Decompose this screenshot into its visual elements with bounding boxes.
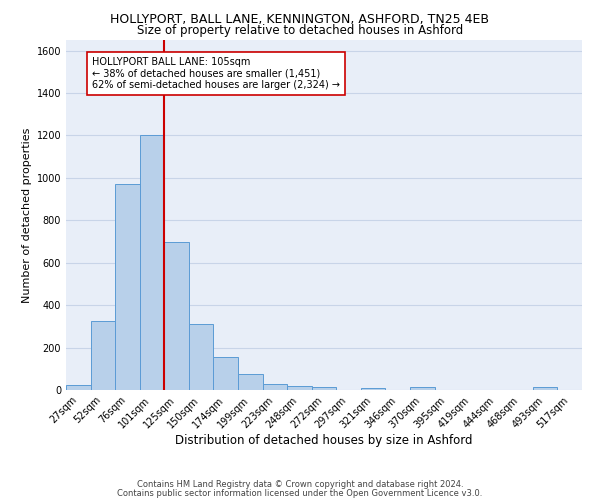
Text: HOLLYPORT, BALL LANE, KENNINGTON, ASHFORD, TN25 4EB: HOLLYPORT, BALL LANE, KENNINGTON, ASHFOR… (110, 12, 490, 26)
Text: HOLLYPORT BALL LANE: 105sqm
← 38% of detached houses are smaller (1,451)
62% of : HOLLYPORT BALL LANE: 105sqm ← 38% of det… (92, 57, 340, 90)
Bar (66, 384, 91, 390)
Text: Contains HM Land Registry data © Crown copyright and database right 2024.: Contains HM Land Registry data © Crown c… (137, 480, 463, 489)
Bar (238, 374, 263, 390)
Bar (214, 357, 238, 390)
Bar (115, 184, 140, 390)
Bar (189, 324, 214, 390)
Bar (361, 388, 385, 390)
X-axis label: Distribution of detached houses by size in Ashford: Distribution of detached houses by size … (175, 434, 473, 447)
Bar (287, 386, 312, 390)
Text: Contains public sector information licensed under the Open Government Licence v3: Contains public sector information licen… (118, 488, 482, 498)
Bar (164, 242, 189, 390)
Bar (410, 387, 434, 390)
Bar (91, 321, 115, 390)
Bar (140, 136, 164, 390)
Bar (312, 388, 336, 390)
Bar (263, 384, 287, 390)
Text: Size of property relative to detached houses in Ashford: Size of property relative to detached ho… (137, 24, 463, 37)
Bar (533, 388, 557, 390)
Y-axis label: Number of detached properties: Number of detached properties (22, 128, 32, 302)
